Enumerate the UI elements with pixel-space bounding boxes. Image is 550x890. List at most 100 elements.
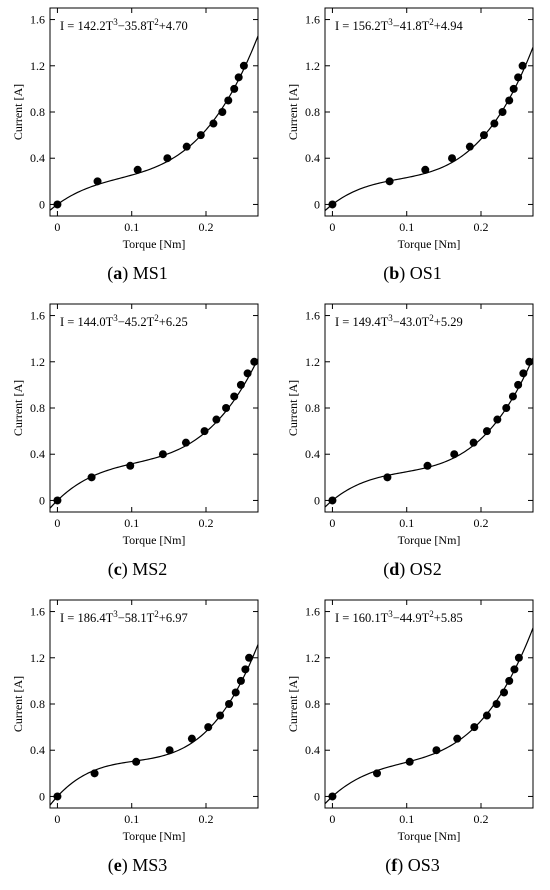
data-point: [181, 438, 190, 447]
data-point: [87, 473, 96, 482]
x-tick-label: 0.2: [474, 812, 489, 826]
equation-term: I = 156.2T: [335, 19, 389, 33]
data-point: [236, 380, 245, 389]
panel-b: 0 0.4 0.8 1.2 1.6 0 0.1 0.2 Torque [Nm] Current […: [275, 0, 550, 296]
chart-a: 0 0.4 0.8 1.2 1.6 0 0.1 0.2 Torque [Nm] Current […: [11, 7, 259, 251]
plot-frame: [324, 303, 534, 513]
y-axis-label: Current [A]: [286, 676, 300, 732]
chart-c: 0 0.4 0.8 1.2 1.6 0 0.1 0.2 Torque [Nm] Current […: [11, 303, 259, 547]
y-tick-label: 1.2: [305, 59, 320, 73]
y-tick-label: 0.8: [305, 401, 320, 415]
data-point: [519, 369, 528, 378]
data-point: [53, 792, 62, 801]
y-tick-label: 1.6: [305, 605, 320, 619]
data-point: [500, 688, 509, 697]
y-tick-label: 0: [39, 789, 45, 803]
equation-term: +5.29: [434, 315, 463, 329]
data-point: [126, 461, 135, 470]
x-tick-label: 0: [54, 812, 60, 826]
y-tick-label: 1.6: [305, 309, 320, 323]
x-axis-label: Torque [Nm]: [123, 533, 186, 547]
fit-curve: [50, 35, 258, 211]
data-point: [132, 757, 141, 766]
equation-term: I = 160.1T: [335, 611, 389, 625]
data-point: [450, 450, 459, 459]
y-tick-label: 0.4: [305, 743, 320, 757]
equation-exponent: 2: [429, 17, 434, 27]
equation-term: −44.9T: [393, 611, 430, 625]
data-point: [225, 700, 234, 708]
data-point: [236, 676, 245, 685]
x-tick-label: 0.1: [124, 812, 139, 826]
data-point: [421, 165, 430, 174]
data-point: [328, 200, 337, 209]
equation-exponent: 3: [113, 313, 118, 323]
y-tick-label: 1.6: [30, 605, 45, 619]
y-axis-label: Current [A]: [11, 676, 25, 732]
equation-term: −58.1T: [118, 611, 155, 625]
x-tick-label: 0: [329, 516, 335, 530]
y-tick-label: 0.8: [30, 105, 45, 119]
panel-c: 0 0.4 0.8 1.2 1.6 0 0.1 0.2 Torque [Nm] Current […: [0, 296, 275, 592]
equation-term: −45.2T: [118, 315, 155, 329]
data-point: [492, 700, 501, 708]
data-point: [209, 119, 218, 128]
data-point: [502, 404, 511, 412]
y-tick-label: 0.4: [305, 447, 320, 461]
x-tick-label: 0.2: [199, 516, 214, 530]
data-point: [250, 357, 259, 366]
data-point: [453, 734, 462, 743]
caption-label: OS2: [409, 559, 442, 579]
y-tick-label: 0.4: [305, 151, 320, 165]
fit-curve: [325, 627, 533, 805]
data-point: [514, 73, 523, 82]
data-point: [165, 746, 174, 755]
equation-term: +6.97: [159, 611, 188, 625]
x-tick-label: 0.1: [399, 516, 414, 530]
data-point: [218, 108, 227, 116]
equation-exponent: 3: [388, 17, 393, 27]
data-point: [224, 96, 233, 105]
data-point: [328, 792, 337, 801]
data-point: [465, 142, 474, 151]
y-tick-label: 1.2: [305, 651, 320, 665]
data-point: [490, 119, 499, 128]
data-point: [196, 131, 205, 140]
data-point: [383, 473, 392, 482]
fit-curve: [50, 358, 258, 509]
data-point: [230, 392, 239, 401]
caption-letter: b: [389, 263, 400, 283]
x-tick-label: 0: [329, 812, 335, 826]
caption-label: OS3: [407, 855, 440, 875]
data-point: [231, 688, 240, 697]
y-tick-label: 0.4: [30, 447, 45, 461]
caption-letter: a: [113, 263, 123, 283]
data-point: [328, 496, 337, 505]
y-tick-label: 1.2: [30, 651, 45, 665]
data-point: [432, 746, 441, 755]
panel-a: 0 0.4 0.8 1.2 1.6 0 0.1 0.2 Torque [Nm] Current […: [0, 0, 275, 296]
x-tick-label: 0.2: [199, 220, 214, 234]
equation-exponent: 3: [388, 313, 393, 323]
data-point: [508, 392, 517, 401]
y-tick-label: 0.8: [30, 697, 45, 711]
caption-letter: d: [389, 559, 400, 579]
y-axis-label: Current [A]: [286, 380, 300, 436]
x-tick-label: 0: [54, 516, 60, 530]
data-point: [510, 665, 519, 674]
fit-curve: [325, 46, 533, 212]
data-point: [470, 723, 479, 732]
data-point: [505, 96, 514, 105]
panel-d: 0 0.4 0.8 1.2 1.6 0 0.1 0.2 Torque [Nm] Current […: [275, 296, 550, 592]
equation-term: I = 149.4T: [335, 315, 389, 329]
equation-exponent: 3: [113, 609, 118, 619]
x-tick-label: 0.2: [474, 516, 489, 530]
y-tick-label: 0: [39, 493, 45, 507]
data-point: [245, 653, 254, 662]
y-tick-label: 0.4: [30, 743, 45, 757]
data-point: [200, 427, 209, 436]
fit-equation: I = 186.4T3−58.1T2+6.97: [60, 609, 188, 625]
data-point: [216, 711, 225, 720]
equation-term: +4.94: [434, 19, 464, 33]
plot-frame: [324, 599, 534, 809]
